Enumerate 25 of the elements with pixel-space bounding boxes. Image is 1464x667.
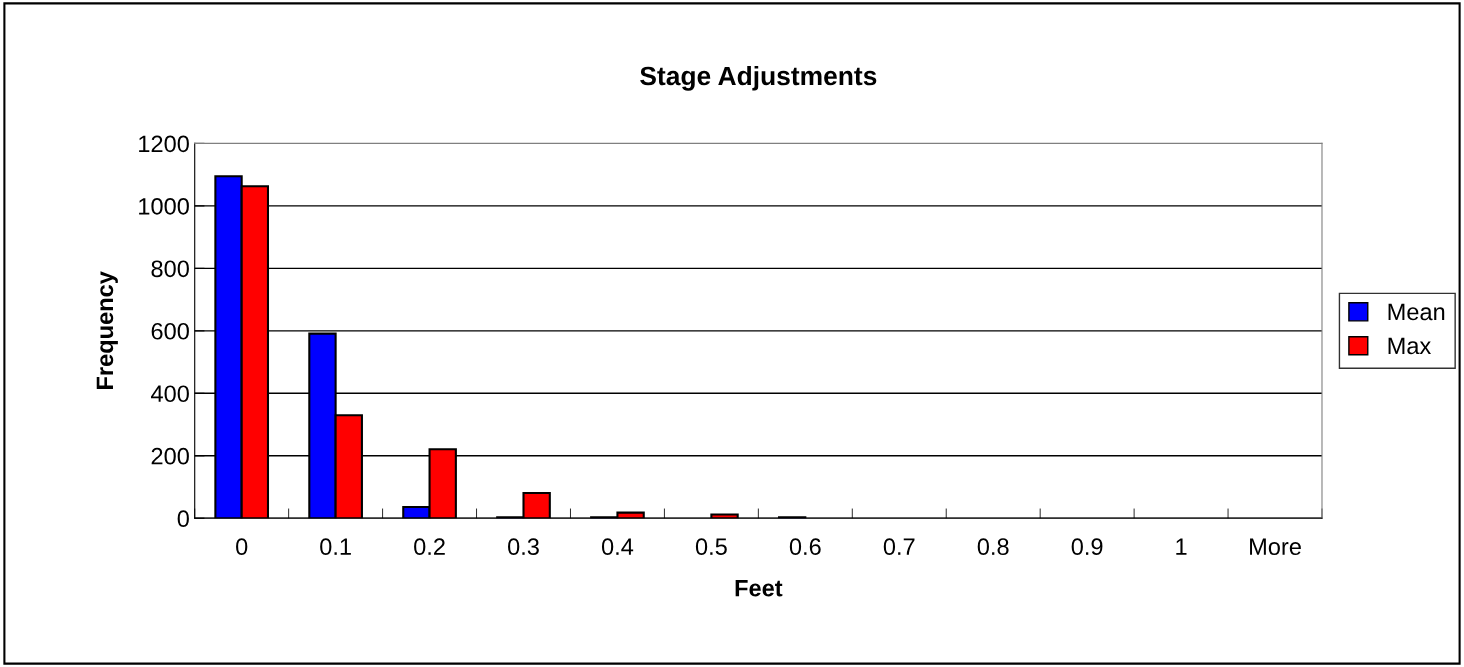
x-tick-label: 0.2 — [414, 538, 445, 556]
x-tick-label: 0.3 — [508, 538, 539, 556]
y-tick-label: 600 — [151, 322, 189, 340]
x-tick-label: 1 — [1176, 538, 1187, 555]
y-tick-label: 800 — [151, 260, 189, 278]
x-tick-label: 0.4 — [601, 538, 634, 556]
x-tick-label: 0.8 — [977, 538, 1009, 556]
x-tick-label: 0.9 — [1071, 538, 1103, 556]
x-axis-title: Feet — [735, 580, 783, 597]
y-tick-label: 1000 — [139, 197, 189, 215]
chart-title: Stage Adjustments — [640, 65, 877, 91]
x-tick-label: 0.7 — [883, 538, 915, 556]
bar — [710, 513, 739, 519]
legend-label: Mean — [1388, 303, 1445, 321]
y-tick-label: 0 — [177, 510, 189, 528]
y-axis-title: Frequency — [96, 271, 118, 389]
y-tick-label: 200 — [151, 447, 189, 465]
x-tick-label: 0.5 — [695, 538, 727, 556]
y-tick-label: 1200 — [139, 135, 189, 153]
legend-label: Max — [1388, 337, 1432, 355]
x-tick-label: 0.1 — [320, 538, 351, 556]
y-tick-label: 400 — [151, 385, 189, 403]
x-tick-label: More — [1250, 538, 1301, 556]
x-tick-label: 0.6 — [789, 538, 821, 556]
x-tick-label: 0 — [236, 538, 248, 556]
